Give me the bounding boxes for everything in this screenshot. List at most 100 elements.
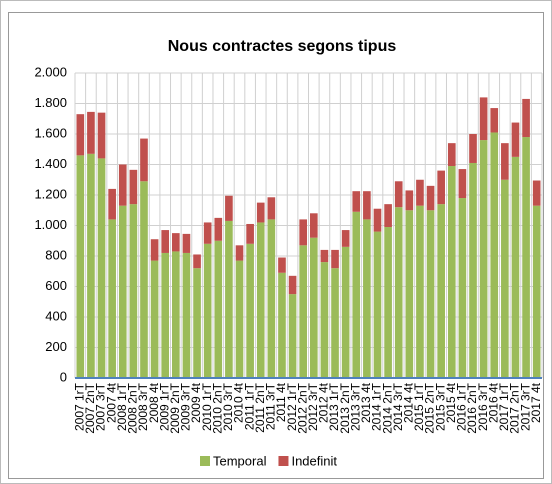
bar-segment (394, 181, 403, 208)
x-tick-label: 2014 4t (402, 382, 416, 423)
bar-segment (458, 198, 467, 378)
bar-segment (118, 164, 127, 206)
bar-segment (288, 294, 297, 378)
y-tick-label: 1.400 (34, 156, 67, 171)
bar-segment (182, 252, 191, 378)
y-tick-label: 600 (45, 278, 67, 293)
bar-segment (182, 233, 191, 253)
bar-segment (225, 195, 233, 221)
x-tick-label: 2009 1rT (157, 382, 171, 431)
bar-segment (331, 249, 339, 269)
bar-segment (278, 272, 286, 378)
bar-segment (352, 211, 361, 378)
chart-title: Nous contractes segons tipus (168, 38, 397, 55)
bar-segment (405, 210, 414, 378)
bar-segment (299, 245, 308, 378)
bar-segment (235, 245, 244, 261)
x-tick-label: 2017 3rT (518, 382, 532, 431)
bar-segment (447, 166, 456, 378)
x-tick-label: 2010 1rT (200, 382, 214, 431)
bar-segment (108, 219, 116, 378)
x-tick-label: 2017 2nT (508, 382, 522, 433)
bar-segment (193, 268, 201, 378)
bar-segment (416, 205, 424, 378)
bar-segment (309, 213, 318, 238)
x-tick-label: 2007 4t (104, 382, 118, 423)
x-tick-label: 2013 4t (359, 382, 373, 423)
bar-segment (235, 260, 244, 378)
bar-segment (469, 134, 477, 163)
bar-segment (511, 156, 520, 378)
bar-segment (256, 202, 265, 223)
bar-segment (341, 230, 350, 247)
bar-segment (140, 138, 148, 182)
bar-segment (278, 257, 286, 273)
bar-segment (203, 222, 212, 244)
x-tick-label: 2007 3rT (94, 382, 108, 431)
bar-segment (320, 249, 329, 263)
x-tick-label: 2009 2nT (168, 382, 182, 433)
bar-segment (373, 208, 382, 232)
x-tick-label: 2016 3rT (476, 382, 490, 431)
x-tick-label: 2011 4t (274, 382, 288, 422)
y-tick-label: 1.800 (34, 95, 67, 110)
x-tick-label: 2015 4t (444, 382, 458, 423)
x-tick-label: 2015 1rT (412, 382, 426, 431)
x-tick-label: 2010 4t (232, 382, 246, 423)
bar-segment (87, 111, 95, 154)
bar-segment (479, 140, 488, 378)
bar-segment (511, 122, 520, 157)
legend-swatch (200, 456, 210, 466)
bar-segment (437, 170, 445, 205)
x-tick-label: 2008 4t (147, 382, 161, 423)
x-tick-label: 2013 3rT (348, 382, 362, 431)
bar-segment (437, 204, 445, 378)
x-tick-label: 2011 1rT (242, 382, 256, 430)
x-tick-label: 2012 3rT (306, 382, 320, 431)
legend-label: Temporal (213, 453, 267, 468)
x-tick-label: 2012 2nT (295, 382, 309, 433)
bar-segment (384, 204, 392, 228)
x-tick-label: 2008 1rT (115, 382, 129, 431)
bar-segment (363, 219, 371, 378)
bar-segment (426, 185, 435, 211)
bar-segment (416, 179, 424, 206)
bar-segment (469, 162, 477, 378)
x-tick-label: 2016 2nT (465, 382, 479, 433)
bar-segment (532, 180, 541, 206)
bar-segment (76, 155, 85, 378)
bar-segment (363, 191, 371, 220)
y-tick-label: 800 (45, 247, 67, 262)
x-tick-label: 2013 2nT (338, 382, 352, 433)
x-tick-label: 2008 2nT (126, 382, 140, 433)
bar-segment (267, 219, 276, 378)
bar-segment (256, 222, 265, 378)
bar-segment (225, 220, 233, 378)
x-tick-label: 2017 1rT (497, 382, 511, 431)
bar-segment (246, 243, 254, 378)
x-tick-label: 2010 3rT (221, 382, 235, 431)
bar-segment (246, 223, 254, 244)
legend-label: Indefinit (291, 453, 337, 468)
bar-segment (373, 231, 382, 378)
bar-segment (161, 230, 170, 253)
bar-segment (172, 251, 180, 378)
bar-segment (108, 188, 116, 220)
bar-segment (129, 169, 138, 205)
y-tick-label: 1.200 (34, 186, 67, 201)
bar-segment (341, 246, 350, 378)
bar-segment (405, 190, 414, 211)
bar-segment (522, 137, 530, 378)
bar-segment (288, 275, 297, 295)
bar-segment (320, 262, 329, 378)
y-tick-label: 0 (60, 369, 67, 384)
bar-segment (140, 181, 148, 378)
bar-segment (299, 219, 308, 246)
x-tick-label: 2014 2nT (380, 382, 394, 433)
y-tick-label: 200 (45, 339, 67, 354)
y-tick-label: 2.000 (34, 64, 67, 79)
bar-segment (384, 227, 392, 378)
bar-segment (352, 191, 361, 212)
bar-segment (76, 114, 85, 156)
